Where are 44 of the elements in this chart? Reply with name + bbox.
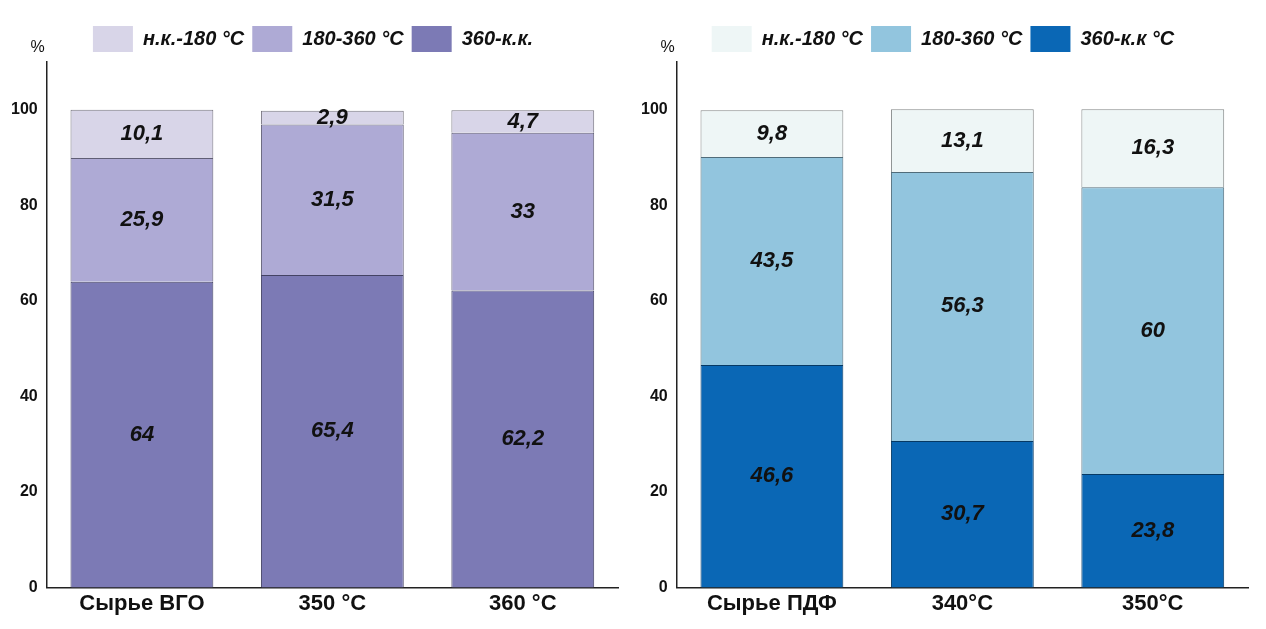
x-tick-label: 350 °C xyxy=(298,589,367,615)
data-label: 65,4 xyxy=(310,417,354,443)
x-tick-label: Сырье ПДФ xyxy=(706,589,838,615)
y-tick-label: 40 xyxy=(19,386,38,404)
data-label: 43,5 xyxy=(749,247,795,273)
legend-label: 180-360 °C xyxy=(921,26,1023,49)
legend-label: 180-360 °C xyxy=(302,26,405,49)
data-label: 10,1 xyxy=(120,119,164,145)
data-label: 60 xyxy=(1140,316,1166,342)
y-tick-label: 20 xyxy=(649,482,668,500)
data-label: 64 xyxy=(129,420,155,446)
y-tick-label: 100 xyxy=(10,100,38,118)
data-label: 16,3 xyxy=(1131,134,1175,160)
x-tick-label: 340°C xyxy=(931,589,994,615)
y-axis-title: % xyxy=(30,38,45,56)
y-tick-label: 100 xyxy=(640,100,668,118)
legend-label: 360-к.к. xyxy=(461,26,534,49)
data-label: 31,5 xyxy=(310,185,355,211)
data-label: 62,2 xyxy=(501,425,545,451)
data-label: 23,8 xyxy=(1130,516,1175,542)
y-tick-label: 60 xyxy=(649,291,668,309)
legend-label: н.к.-180 °C xyxy=(761,26,864,49)
data-label: 25,9 xyxy=(119,205,165,231)
y-tick-label: 0 xyxy=(28,578,38,596)
y-tick-label: 0 xyxy=(658,578,668,596)
data-label: 2,9 xyxy=(316,103,349,129)
y-tick-label: 80 xyxy=(649,195,668,213)
data-label: 9,8 xyxy=(756,119,788,145)
y-tick-label: 20 xyxy=(19,482,38,500)
y-axis-title: % xyxy=(660,38,675,56)
data-label: 4,7 xyxy=(506,107,540,133)
y-tick-label: 60 xyxy=(19,291,38,309)
y-tick-label: 40 xyxy=(649,386,668,404)
legend-label: н.к.-180 °C xyxy=(142,26,245,49)
y-tick-label: 80 xyxy=(19,195,38,213)
x-tick-label: 350°C xyxy=(1122,589,1184,615)
x-tick-label: Сырье ВГО xyxy=(79,589,205,615)
data-label: 56,3 xyxy=(940,292,984,318)
data-label: 30,7 xyxy=(940,500,986,526)
x-tick-label: 360 °C xyxy=(489,589,557,615)
legend-label: 360-к.к °C xyxy=(1080,26,1175,49)
data-label: 13,1 xyxy=(940,126,984,152)
data-label: 46,6 xyxy=(749,462,795,488)
data-label: 33 xyxy=(510,197,536,223)
